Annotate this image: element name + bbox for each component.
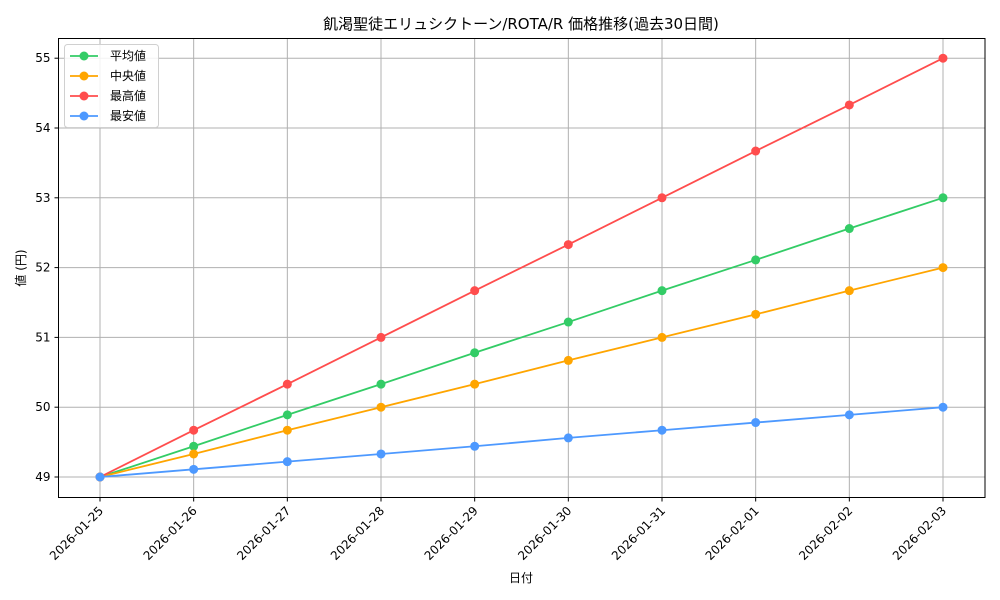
x-tick-label: 2026-01-27 [234,504,293,563]
y-tick-label: 52 [35,261,50,275]
y-axis-label: 値 (円) [13,249,28,286]
data-point-marker [95,472,105,482]
data-point-marker [470,348,480,358]
data-point-marker [657,332,667,342]
data-point-marker [376,332,386,342]
data-point-marker [563,355,573,365]
data-point-marker [376,449,386,459]
x-tick-label: 2026-01-29 [422,504,481,563]
data-point-marker [751,255,761,265]
data-point-marker [844,410,854,420]
data-point-marker [470,441,480,451]
data-point-marker [657,286,667,296]
data-point-marker [376,379,386,389]
legend-marker-icon [79,91,89,101]
data-point-marker [563,317,573,327]
x-tick-label: 2026-02-03 [890,504,949,563]
data-point-marker [657,425,667,435]
data-point-marker [751,309,761,319]
data-point-marker [282,457,292,467]
data-point-marker [844,100,854,110]
legend-label: 平均値 [110,48,146,63]
legend-label: 最安値 [110,108,146,123]
series-2 [95,53,948,482]
x-tick-label: 2026-02-01 [703,504,762,563]
y-tick-label: 49 [35,470,50,484]
x-tick-label: 2026-01-25 [47,504,106,563]
data-point-marker [563,433,573,443]
data-point-marker [189,449,199,459]
x-tick-label: 2026-01-28 [328,504,387,563]
y-tick-label: 53 [35,191,50,205]
series-0 [95,193,948,482]
y-tick-label: 54 [35,121,50,135]
y-axis-ticks: 49 50 51 52 53 54 55 [35,51,59,484]
chart-title: 飢渇聖徒エリュシクトーン/ROTA/R 価格推移(過去30日間) [323,15,719,33]
data-point-marker [751,418,761,428]
legend-item: 最高値 [70,88,146,103]
data-point-marker [657,193,667,203]
data-point-marker [470,286,480,296]
x-tick-label: 2026-02-02 [796,504,855,563]
data-point-marker [938,193,948,203]
data-point-marker [282,425,292,435]
legend-marker-icon [79,51,89,61]
data-point-marker [282,379,292,389]
series-line [99,406,944,478]
y-tick-label: 51 [35,330,50,344]
y-tick-label: 50 [35,400,50,414]
data-point-marker [844,286,854,296]
data-point-marker [844,224,854,234]
x-tick-label: 2026-01-26 [141,504,200,563]
series-1 [95,263,948,482]
data-point-marker [938,263,948,273]
data-point-marker [938,402,948,412]
legend-box [64,44,159,128]
legend-item: 平均値 [70,48,146,63]
grid-lines [58,38,985,498]
data-point-marker [938,53,948,63]
series-line [99,57,944,478]
legend-label: 最高値 [110,88,146,103]
x-tick-label: 2026-01-31 [609,504,668,563]
y-tick-label: 55 [35,51,50,65]
data-point-marker [376,402,386,412]
legend-marker-icon [79,111,89,121]
legend-marker-icon [79,71,89,81]
data-point-marker [563,240,573,250]
series-line [99,266,944,478]
data-point-marker [470,379,480,389]
series-lines [95,53,948,482]
legend-label: 中央値 [110,68,146,83]
data-point-marker [189,464,199,474]
data-point-marker [751,146,761,156]
data-point-marker [189,441,199,451]
x-axis-label: 日付 [509,571,533,585]
data-point-marker [282,410,292,420]
legend-item: 中央値 [70,68,146,83]
data-point-marker [189,425,199,435]
x-axis-ticks: 2026-01-25 2026-01-26 2026-01-27 2026-01-28… [47,497,949,563]
series-line [99,196,944,478]
legend-item: 最安値 [70,108,146,123]
series-3 [95,402,948,482]
x-tick-label: 2026-01-30 [515,504,574,563]
